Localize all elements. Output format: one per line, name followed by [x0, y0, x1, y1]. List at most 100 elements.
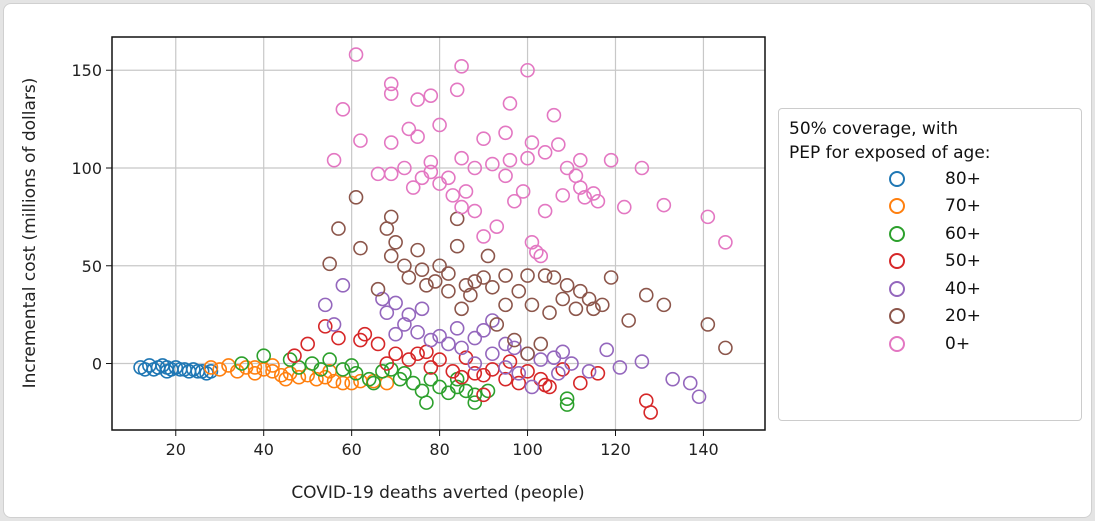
data-point	[476, 229, 491, 244]
data-point	[361, 371, 377, 387]
data-point	[291, 369, 307, 385]
data-point	[520, 268, 535, 283]
data-point	[379, 305, 395, 320]
legend-marker-icon	[889, 308, 905, 325]
data-point	[335, 278, 351, 293]
data-point	[454, 199, 469, 215]
data-point	[656, 297, 672, 313]
data-point	[581, 364, 597, 379]
data-point	[603, 152, 619, 168]
data-point	[405, 180, 421, 195]
data-point	[718, 340, 733, 356]
data-point	[383, 166, 399, 182]
data-point	[520, 150, 535, 166]
data-point	[322, 352, 337, 367]
legend-item: 20+	[889, 303, 1081, 331]
x-tick-label: 60	[341, 440, 361, 459]
data-point	[559, 391, 575, 407]
data-point	[586, 301, 601, 317]
data-point	[383, 248, 399, 264]
legend-marker-icon	[889, 198, 905, 215]
data-point	[511, 283, 527, 299]
data-point	[410, 242, 425, 258]
data-point	[397, 317, 412, 332]
data-point	[498, 268, 513, 283]
y-tick-label: 0	[92, 355, 102, 374]
data-point	[449, 238, 465, 254]
legend-marker-icon	[889, 280, 905, 297]
legend-label: 50+	[945, 251, 981, 272]
data-point	[454, 301, 469, 317]
legend-title-line-1: 50% coverage, with	[789, 119, 958, 139]
data-point	[322, 256, 337, 272]
data-point	[458, 383, 474, 399]
data-point	[581, 291, 597, 307]
data-point	[511, 375, 527, 391]
data-point	[476, 131, 491, 146]
y-tick-label: 150	[71, 61, 102, 80]
data-point	[454, 369, 469, 385]
data-point	[432, 328, 447, 344]
data-point	[287, 348, 302, 364]
data-point	[388, 295, 403, 311]
x-tick-label: 20	[166, 440, 186, 459]
data-point	[524, 379, 540, 395]
legend-marker-icon	[889, 253, 905, 270]
legend-item: 50+	[889, 248, 1081, 276]
data-point	[467, 203, 483, 219]
data-point	[441, 283, 456, 299]
data-point	[524, 135, 540, 150]
data-point	[559, 278, 575, 293]
data-point	[432, 352, 447, 367]
data-point	[388, 234, 403, 250]
data-point	[423, 164, 439, 180]
data-point	[449, 82, 465, 98]
legend-marker-icon	[889, 170, 905, 187]
legend-item: 80+	[889, 165, 1081, 193]
x-tick-label: 40	[254, 440, 274, 459]
data-point	[405, 375, 421, 391]
data-point	[441, 266, 456, 281]
legend-label: 70+	[945, 196, 981, 217]
data-point	[353, 133, 368, 148]
plot-area	[112, 37, 765, 430]
data-point	[383, 76, 399, 92]
data-point	[551, 137, 566, 152]
data-point	[423, 154, 439, 170]
data-point	[638, 287, 654, 303]
data-point	[379, 356, 395, 371]
data-point	[467, 330, 483, 346]
data-point	[507, 340, 522, 356]
data-point	[573, 180, 588, 195]
data-point	[594, 297, 610, 313]
series-20+	[322, 190, 733, 362]
data-point	[397, 160, 412, 176]
data-point	[467, 356, 483, 371]
data-point	[388, 326, 403, 342]
data-point	[529, 244, 544, 260]
data-point	[573, 152, 588, 168]
data-point	[463, 287, 478, 303]
data-point	[498, 297, 513, 313]
data-point	[489, 219, 505, 234]
data-point	[230, 364, 245, 379]
data-point	[533, 336, 549, 352]
data-point	[599, 342, 614, 358]
data-point	[568, 301, 584, 317]
data-point	[612, 360, 628, 375]
data-point	[300, 336, 315, 352]
data-point	[423, 332, 439, 348]
data-point	[564, 356, 579, 371]
data-point	[441, 170, 456, 186]
data-point	[555, 344, 571, 360]
data-point	[515, 184, 531, 199]
data-point	[234, 356, 250, 371]
data-point	[555, 291, 571, 307]
data-point	[590, 193, 606, 209]
data-point	[401, 121, 417, 137]
x-axis-label: COVID-19 deaths averted (people)	[291, 483, 584, 503]
data-point	[419, 278, 434, 293]
data-point	[383, 135, 399, 150]
data-point	[449, 379, 465, 395]
